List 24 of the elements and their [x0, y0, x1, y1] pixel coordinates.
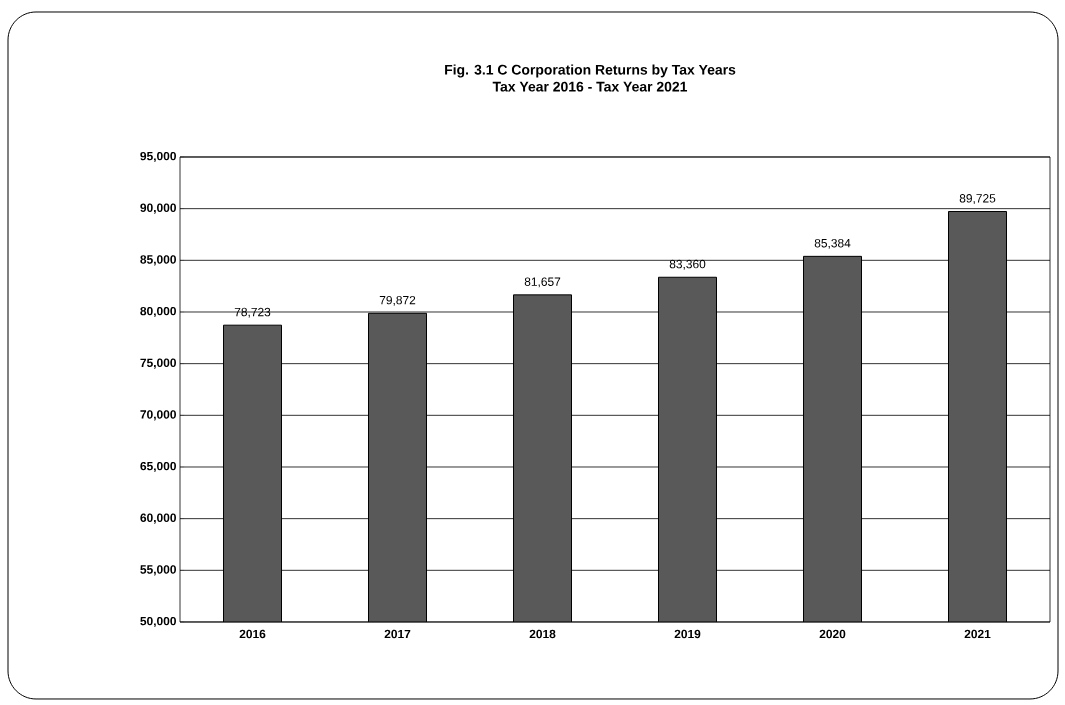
- x-tick-label: 2016: [239, 629, 266, 639]
- data-label: 81,657: [524, 277, 561, 288]
- data-label: 83,360: [669, 259, 706, 270]
- chart-subtitle: Tax Year 2016 - Tax Year 2021: [492, 81, 688, 92]
- chart-title: Fig. 3.1 C Corporation Returns by Tax Years: [445, 64, 736, 78]
- data-label: 89,725: [959, 194, 996, 204]
- y-tick-label: 85,000: [140, 255, 176, 266]
- y-tick-label: 75,000: [140, 358, 176, 369]
- y-tick-label: 90,000: [140, 203, 176, 214]
- data-label: 79,872: [379, 295, 416, 306]
- y-tick-label: 55,000: [140, 565, 176, 576]
- y-tick-label: 95,000: [140, 151, 176, 163]
- y-tick-label: 50,000: [140, 616, 176, 628]
- data-label: 85,384: [814, 238, 851, 249]
- y-tick-label: 60,000: [140, 513, 176, 524]
- y-tick-label: 80,000: [140, 306, 176, 318]
- y-tick-label: 65,000: [140, 461, 176, 473]
- data-label: 78,723: [234, 307, 271, 318]
- x-tick-label: 2021: [964, 629, 991, 639]
- x-tick-label: 2018: [529, 629, 556, 639]
- x-tick-label: 2017: [384, 629, 411, 639]
- y-tick-label: 70,000: [140, 410, 176, 421]
- x-tick-label: 2020: [819, 629, 846, 639]
- x-tick-label: 2019: [674, 629, 701, 639]
